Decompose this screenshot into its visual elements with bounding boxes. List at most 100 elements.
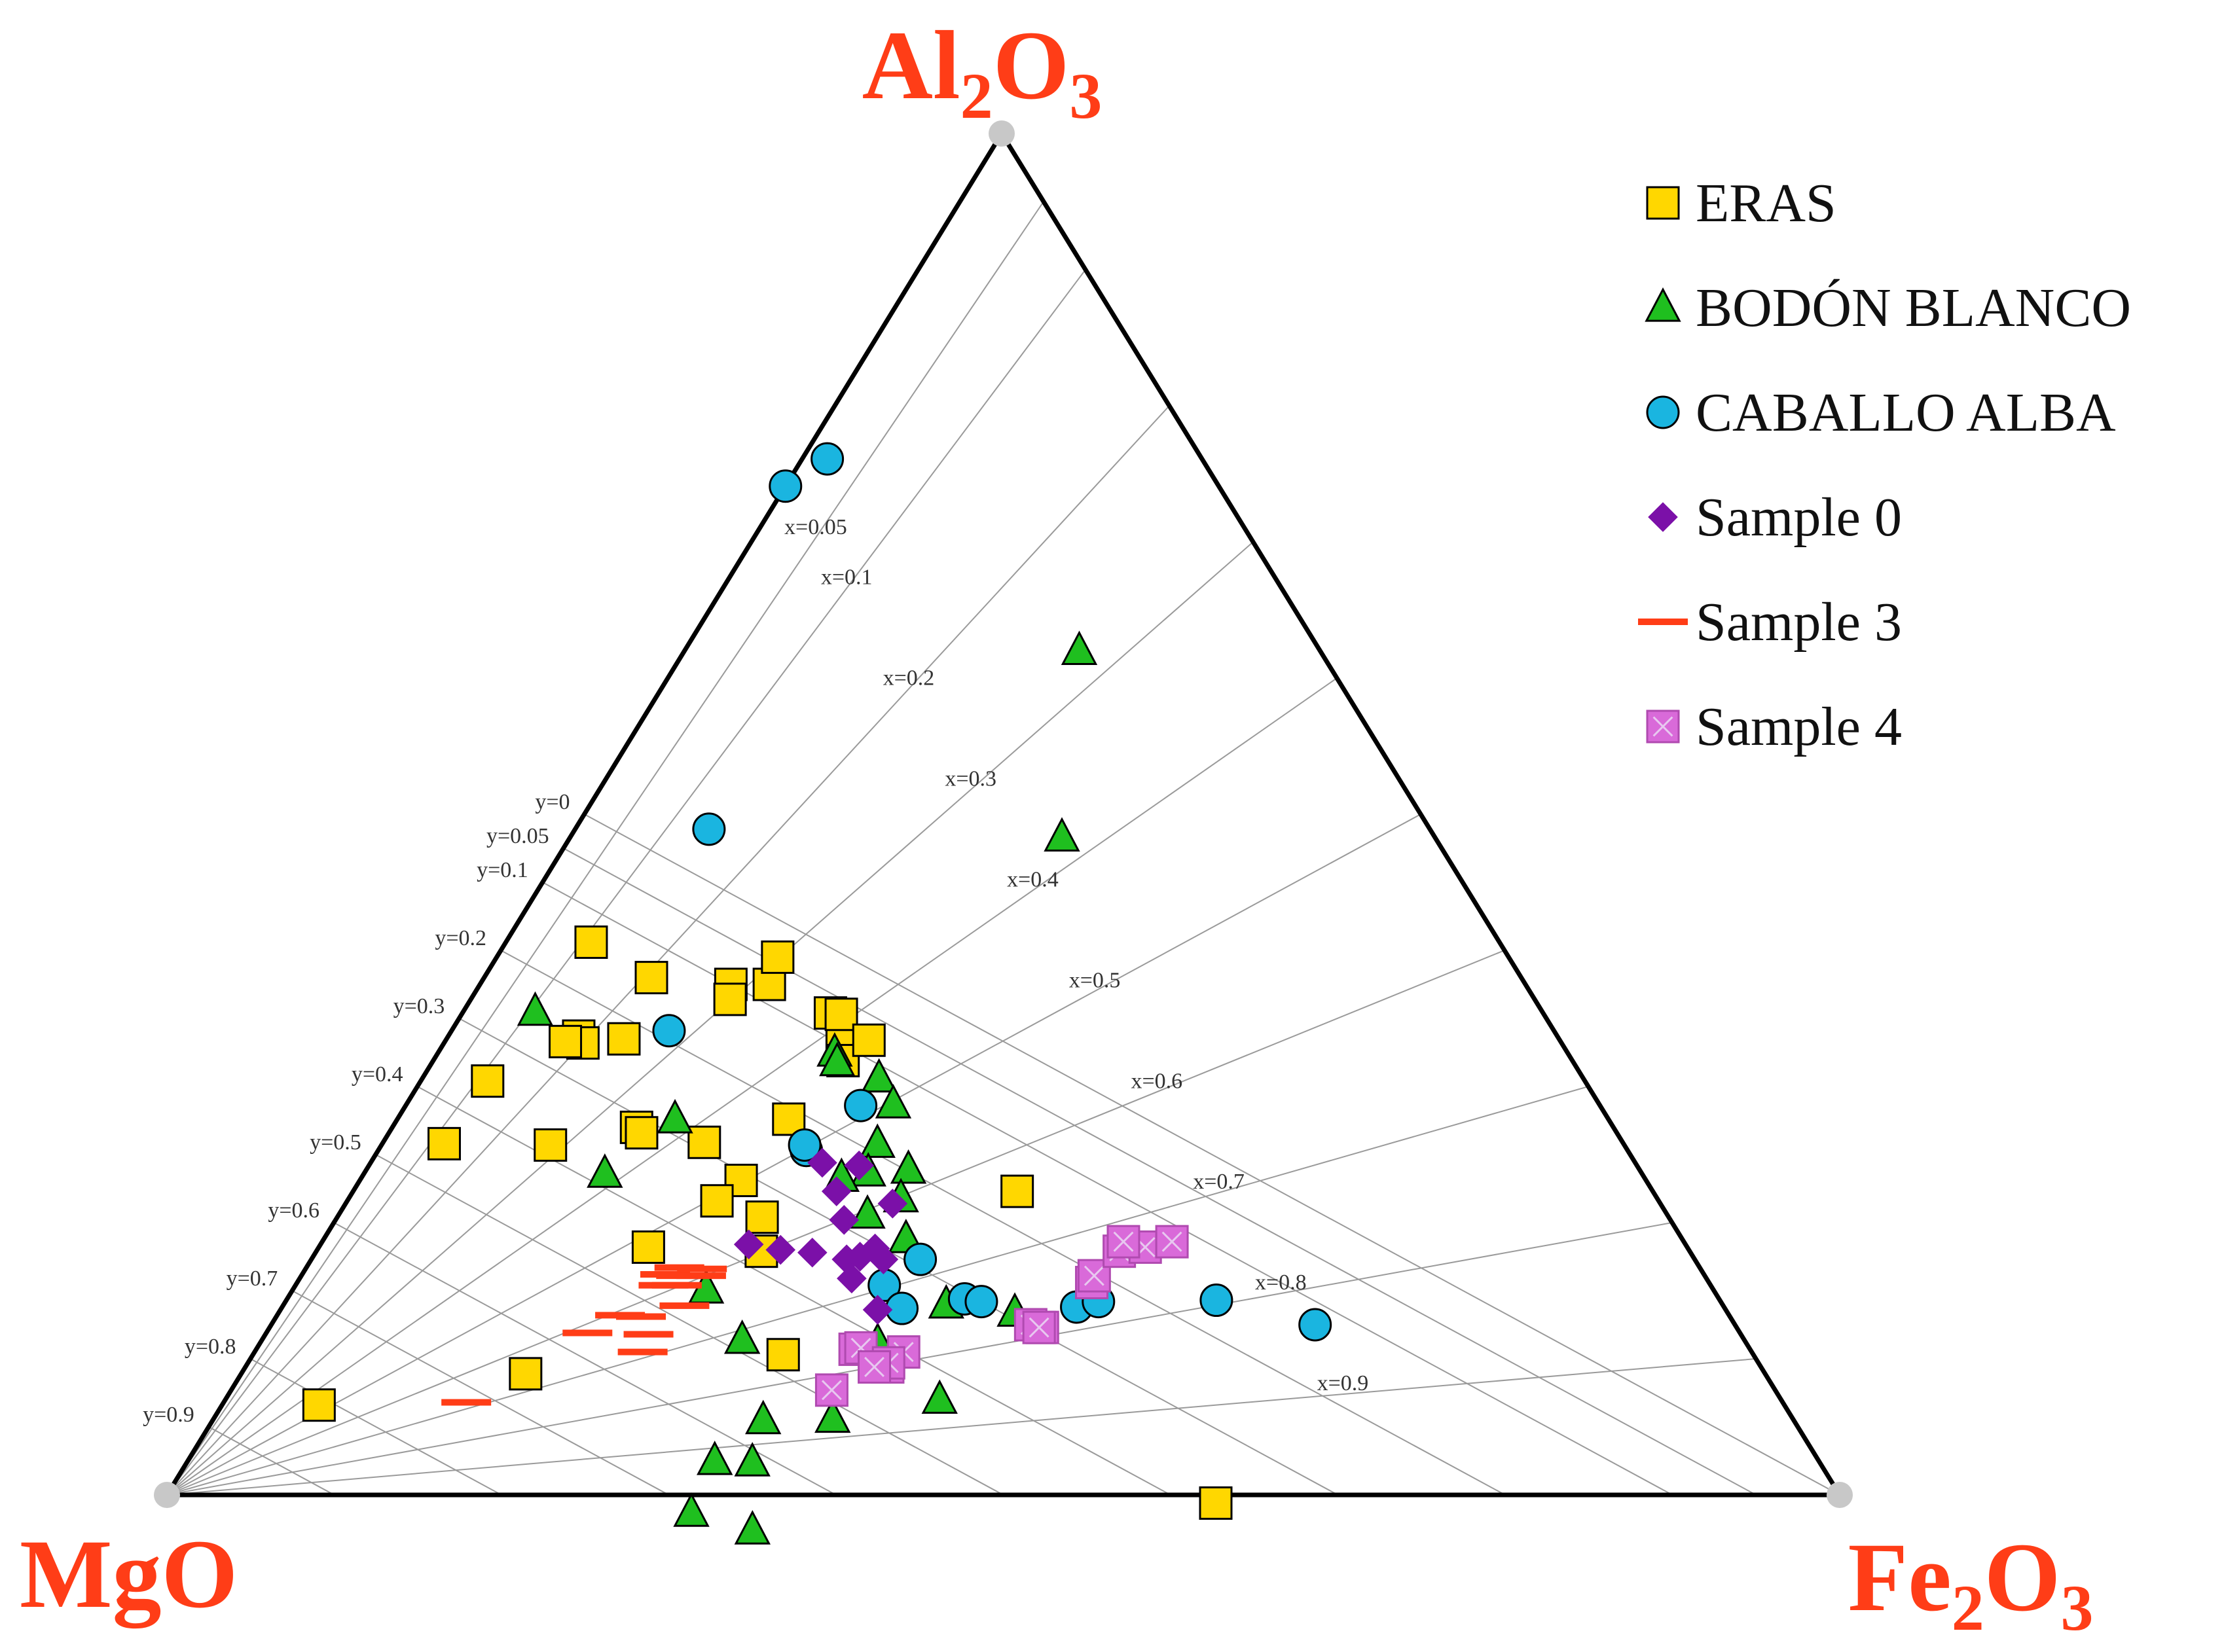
iso-y-label: y=0.05	[486, 824, 549, 848]
vertex-left-marker	[154, 1482, 180, 1508]
point-bodon-blanco	[890, 1149, 927, 1184]
iso-x-line	[166, 1358, 1757, 1496]
point-eras	[687, 1125, 721, 1159]
point-sample-0	[844, 1150, 874, 1181]
iso-x-label: x=0.5	[1069, 968, 1121, 992]
point-sample-3	[562, 1329, 613, 1337]
legend-item-sample-3: Sample 3	[1638, 592, 1902, 653]
point-bodon-blanco	[745, 1399, 782, 1435]
iso-y-label: y=0.7	[227, 1266, 278, 1291]
point-bodon-blanco	[859, 1123, 896, 1158]
iso-x-label: x=0.8	[1255, 1270, 1307, 1295]
corner-label-al2o3: Al2O3	[862, 11, 1103, 132]
iso-x-label: x=0.3	[945, 767, 996, 791]
point-eras	[852, 1023, 886, 1057]
legend-marker-sample-0	[1648, 502, 1678, 532]
legend-label: CABALLO ALBA	[1696, 382, 2116, 443]
point-sample-3	[677, 1265, 727, 1272]
legend-label: ERAS	[1696, 173, 1836, 234]
iso-y-label: y=0.3	[393, 994, 445, 1018]
iso-y-label: y=0.1	[477, 858, 528, 882]
point-bodon-blanco	[657, 1098, 693, 1134]
point-caballo-alba	[769, 469, 803, 503]
iso-y-line	[500, 950, 1506, 1496]
point-sample-3	[623, 1331, 674, 1338]
data-points	[302, 442, 1332, 1545]
point-bodon-blanco	[849, 1194, 886, 1229]
point-bodon-blanco	[723, 1319, 761, 1354]
point-bodon-blanco	[1061, 630, 1098, 666]
point-bodon-blanco	[875, 1084, 912, 1119]
iso-x-label: x=0.7	[1193, 1170, 1245, 1194]
iso-x-label: x=0.6	[1131, 1069, 1182, 1093]
point-sample-3	[617, 1348, 668, 1356]
point-eras	[766, 1338, 800, 1372]
point-sample-4	[858, 1350, 892, 1384]
iso-x-line	[166, 201, 1044, 1496]
iso-x-label: x=0.05	[784, 515, 847, 539]
point-sample-0	[862, 1295, 893, 1325]
point-sample-3	[616, 1313, 666, 1320]
legend-item-bodon-blanco: BODÓN BLANCO	[1645, 278, 2131, 338]
legend-item-sample-4: Sample 4	[1646, 696, 1902, 757]
iso-y-label: y=0.2	[435, 926, 486, 950]
point-bodon-blanco	[734, 1442, 771, 1477]
iso-y-labels: y=0 y=0.05 y=0.1 y=0.2 y=0.3 y=0.4 y=0.5 y=0.6 y…	[143, 790, 570, 1427]
point-bodon-blanco	[1044, 817, 1080, 852]
point-sample-4	[1106, 1225, 1140, 1259]
legend-item-sample-0: Sample 0	[1648, 487, 1902, 548]
ternary-frame	[164, 131, 1842, 1498]
point-eras	[631, 1230, 665, 1264]
point-caballo-alba	[903, 1242, 938, 1276]
legend: ERAS BODÓN BLANCO CABALLO ALBA Sample 0 Samp…	[1638, 173, 2131, 757]
point-sample-0	[797, 1237, 828, 1268]
vertex-right-marker	[1827, 1482, 1853, 1508]
point-sample-0	[829, 1205, 860, 1235]
point-eras	[824, 997, 858, 1032]
point-sample-4	[814, 1373, 848, 1407]
point-sample-4	[1155, 1225, 1189, 1259]
point-eras	[713, 982, 747, 1016]
iso-y-line	[250, 1358, 502, 1496]
point-sample-0	[868, 1244, 899, 1274]
point-eras	[761, 940, 795, 974]
point-bodon-blanco	[814, 1398, 851, 1433]
point-eras	[534, 1128, 568, 1162]
point-caballo-alba	[692, 812, 726, 846]
iso-y-label: y=0.5	[310, 1130, 361, 1155]
iso-y-line	[208, 1426, 335, 1496]
iso-y-line	[375, 1154, 1004, 1496]
legend-item-eras: ERAS	[1646, 173, 1836, 234]
iso-y-label: y=0.9	[143, 1403, 194, 1427]
iso-y-line	[584, 814, 1840, 1496]
point-eras	[745, 1200, 779, 1234]
legend-marker-caballo-alba	[1646, 395, 1680, 429]
point-caballo-alba	[788, 1128, 822, 1162]
point-eras	[700, 1184, 734, 1218]
legend-marker-sample-3	[1638, 619, 1688, 625]
point-bodon-blanco	[734, 1510, 771, 1545]
point-bodon-blanco	[517, 991, 554, 1026]
vertex-top-marker	[989, 120, 1015, 147]
iso-x-label: x=0.2	[883, 666, 935, 691]
iso-y-line	[291, 1290, 669, 1496]
point-eras	[302, 1388, 336, 1422]
point-sample-4	[1077, 1259, 1111, 1293]
point-bodon-blanco	[697, 1441, 733, 1475]
point-sample-3	[441, 1399, 492, 1406]
point-sample-0	[877, 1189, 908, 1219]
legend-marker-eras	[1646, 186, 1680, 220]
point-eras	[427, 1126, 461, 1160]
legend-marker-sample-4	[1646, 709, 1680, 744]
legend-label: BODÓN BLANCO	[1696, 278, 2131, 338]
point-sample-4	[1022, 1310, 1056, 1344]
point-eras	[1199, 1486, 1233, 1520]
point-bodon-blanco	[673, 1492, 710, 1527]
point-sample-3	[659, 1302, 710, 1309]
point-sample-3	[676, 1272, 726, 1280]
point-sample-0	[765, 1234, 796, 1265]
iso-y-label: y=0.4	[352, 1062, 403, 1086]
point-eras	[1000, 1174, 1034, 1208]
point-sample-0	[837, 1263, 867, 1294]
point-caballo-alba	[964, 1285, 998, 1319]
